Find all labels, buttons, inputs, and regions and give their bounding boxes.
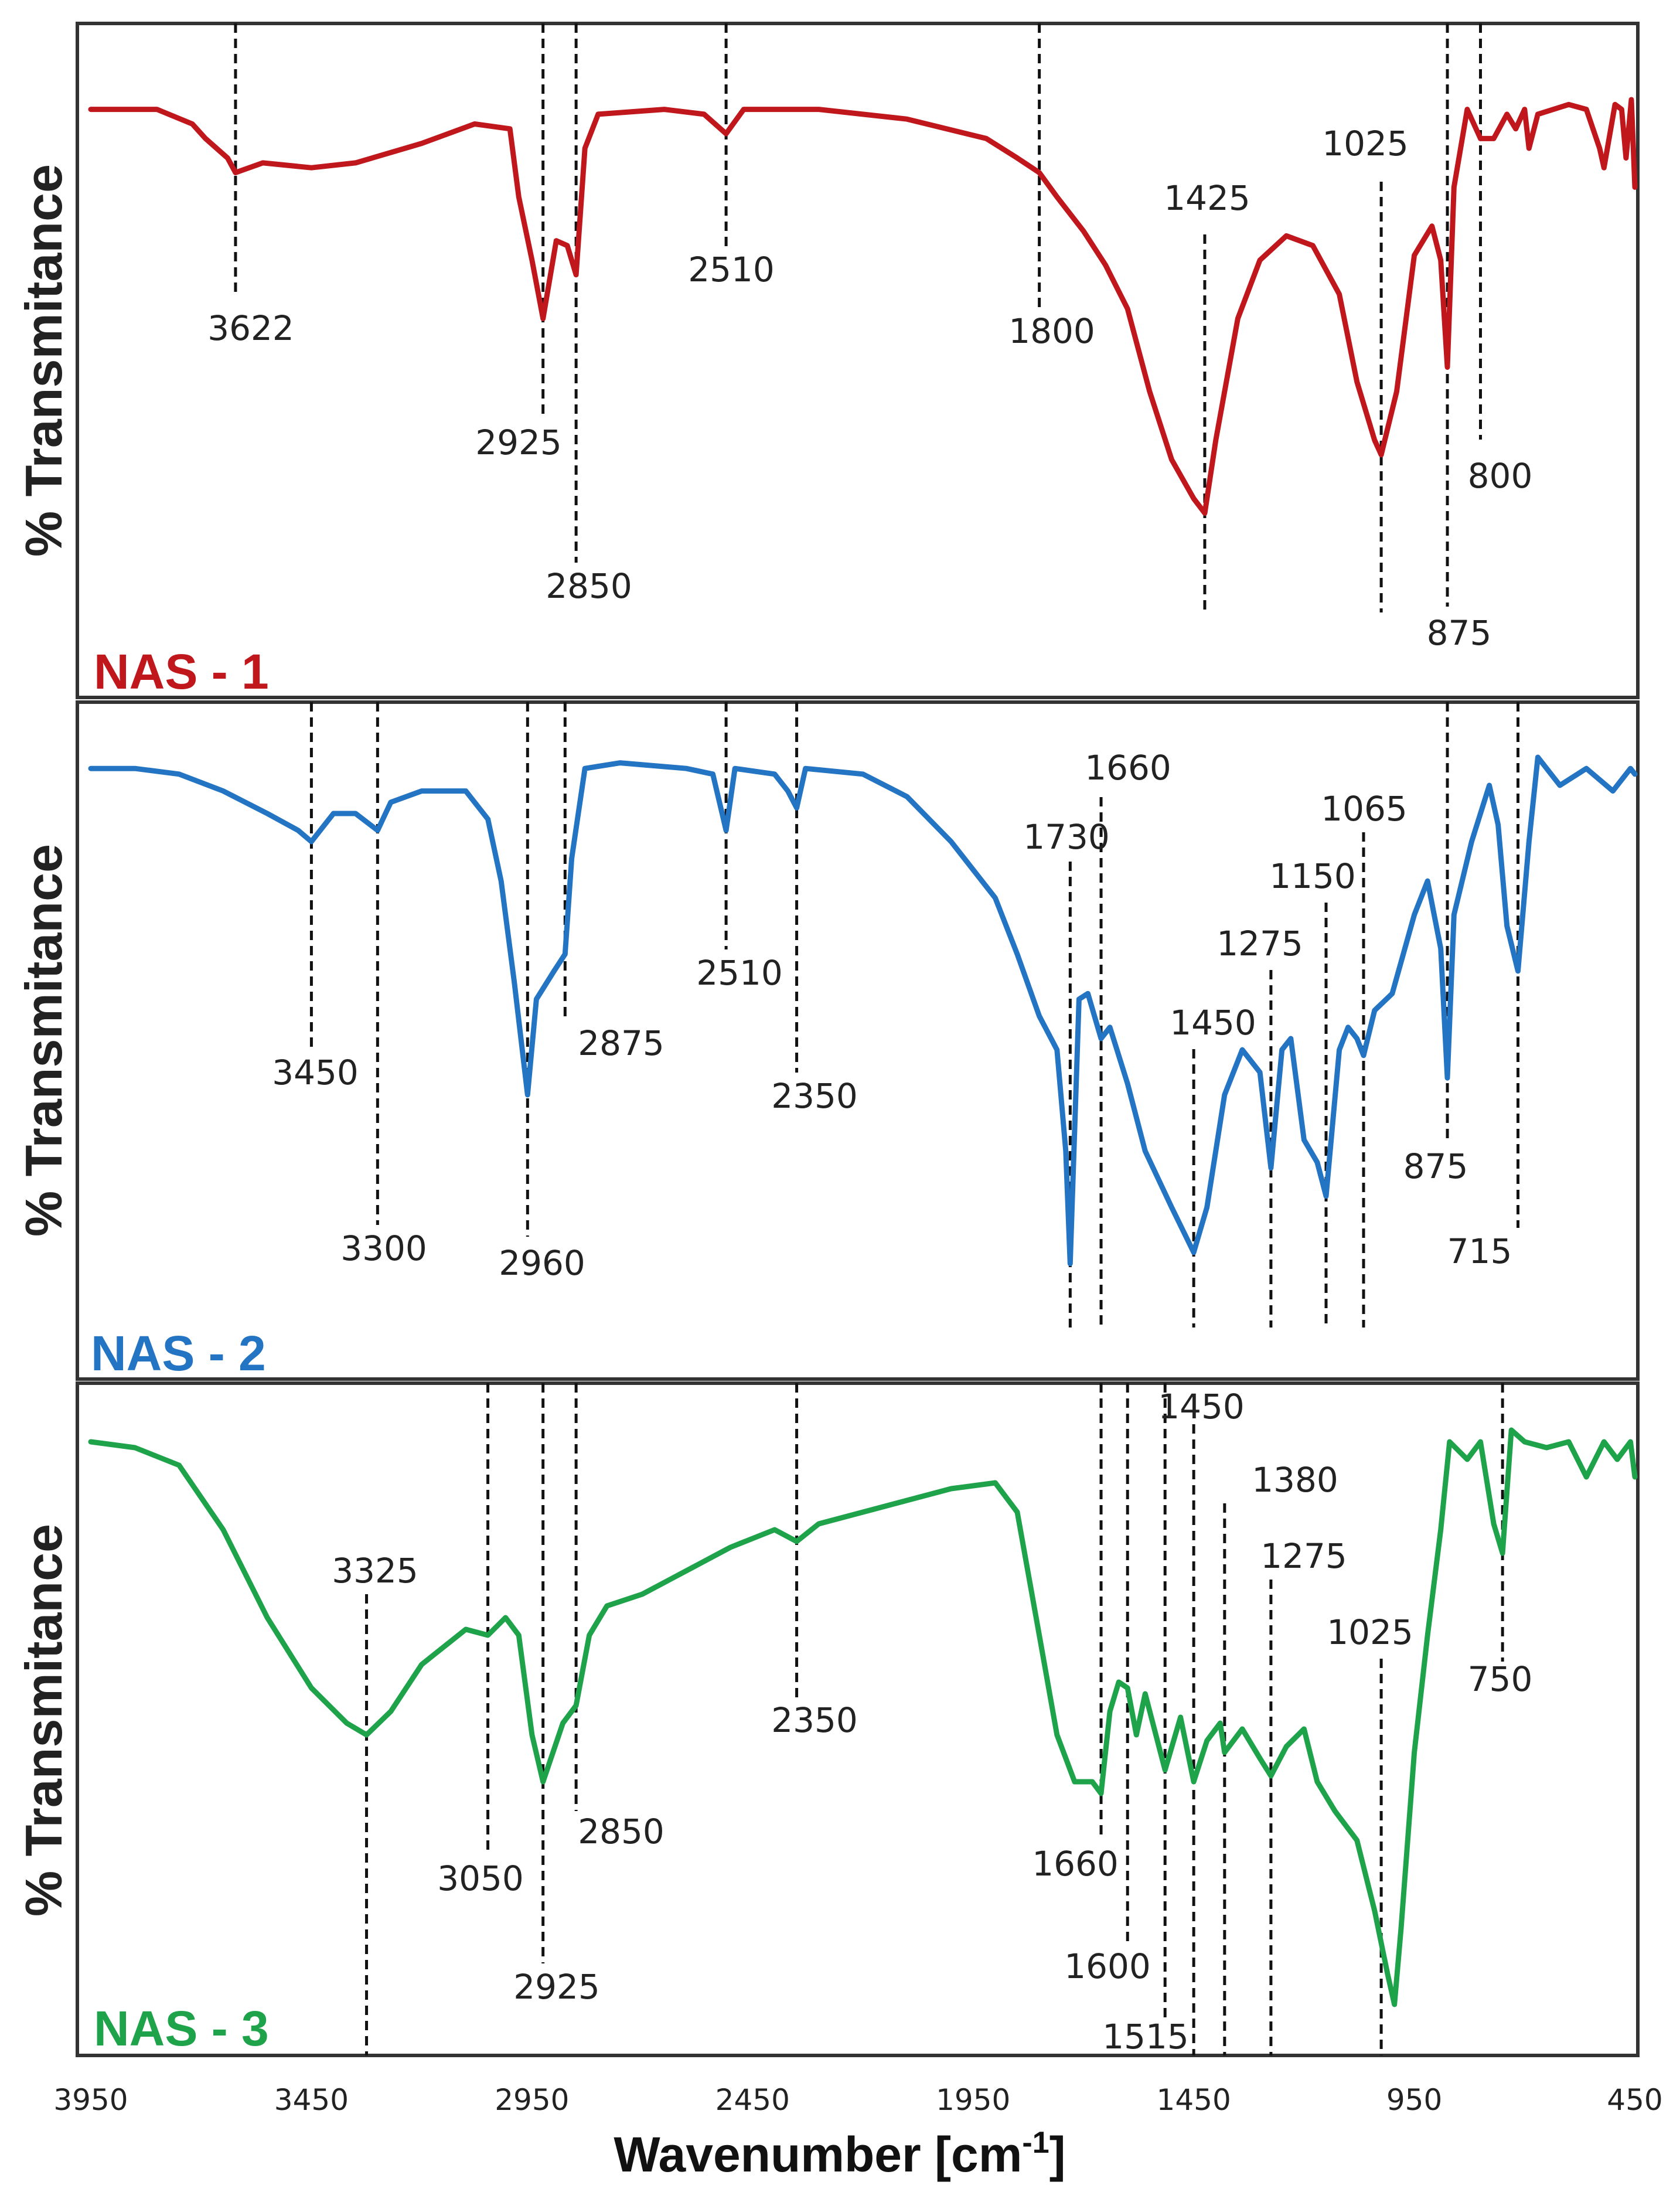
- peak-label: 3450: [272, 1053, 359, 1092]
- x-tick-label: 2450: [715, 2083, 790, 2117]
- y-axis-label-nas2: % Transmitance: [15, 844, 73, 1237]
- x-tick-label: 1450: [1157, 2083, 1231, 2117]
- x-axis-label: Wavenumber [cm-1]: [614, 2126, 1065, 2182]
- peak-label: 3300: [340, 1228, 427, 1268]
- peak-label: 1600: [1064, 1946, 1151, 1986]
- peak-label: 875: [1403, 1146, 1468, 1186]
- peak-label: 1515: [1102, 2017, 1189, 2057]
- peak-label: 1065: [1321, 789, 1408, 829]
- peak-label: 750: [1468, 1659, 1533, 1699]
- peak-label: 1800: [1008, 311, 1095, 351]
- peak-label: 3325: [332, 1551, 418, 1591]
- x-tick-label: 3450: [274, 2083, 349, 2117]
- peak-label: 2925: [475, 423, 562, 462]
- x-tick-label: 950: [1386, 2083, 1442, 2117]
- peak-label: 1660: [1085, 748, 1171, 788]
- peak-label: 2350: [771, 1700, 858, 1740]
- peak-label: 2510: [688, 250, 775, 290]
- sample-label-nas1: NAS - 1: [94, 644, 269, 699]
- peak-label: 1660: [1032, 1844, 1119, 1884]
- peak-label: 1425: [1164, 178, 1250, 218]
- peak-label: 2850: [546, 566, 632, 606]
- x-tick-label: 1950: [936, 2083, 1010, 2117]
- sample-label-nas2: NAS - 2: [91, 1326, 266, 1381]
- peak-label: 2850: [578, 1812, 664, 1851]
- peak-label: 1730: [1023, 817, 1110, 857]
- peak-label: 2350: [771, 1076, 858, 1116]
- peak-label: 1450: [1158, 1387, 1245, 1427]
- peak-label: 875: [1427, 613, 1492, 653]
- peak-label: 1150: [1269, 856, 1356, 896]
- sample-label-nas3: NAS - 3: [94, 2001, 269, 2056]
- peak-label: 715: [1447, 1231, 1512, 1271]
- x-tick-label: 2950: [495, 2083, 569, 2117]
- peak-label: 2960: [499, 1243, 585, 1283]
- spectrum-line-nas3: [88, 1427, 1638, 2007]
- peak-label: 1450: [1170, 1003, 1256, 1043]
- spectrum-line-nas1: [88, 97, 1638, 516]
- peak-label: 2925: [513, 1967, 600, 2007]
- y-axis-label-nas1: % Transmitance: [15, 164, 73, 557]
- x-tick-label: 3950: [53, 2083, 128, 2117]
- panel-frame-nas1: [76, 22, 1640, 699]
- peak-label: 3622: [207, 308, 294, 348]
- x-tick-label: 450: [1607, 2083, 1662, 2117]
- panel-frame-nas2: [76, 700, 1640, 1381]
- peak-label: 2875: [578, 1023, 664, 1063]
- peak-label: 2510: [696, 953, 783, 993]
- peak-label: 1025: [1322, 124, 1409, 164]
- peak-label: 3050: [437, 1859, 524, 1898]
- spectrum-line-nas2: [88, 754, 1638, 1267]
- peak-label: 1275: [1216, 924, 1303, 964]
- peak-label: 1380: [1252, 1460, 1338, 1500]
- y-axis-label-nas3: % Transmitance: [15, 1524, 73, 1917]
- peak-label: 1025: [1327, 1612, 1413, 1652]
- peak-label: 800: [1468, 456, 1533, 496]
- panel-frame-nas3: [76, 1381, 1640, 2057]
- peak-label: 1275: [1260, 1536, 1347, 1576]
